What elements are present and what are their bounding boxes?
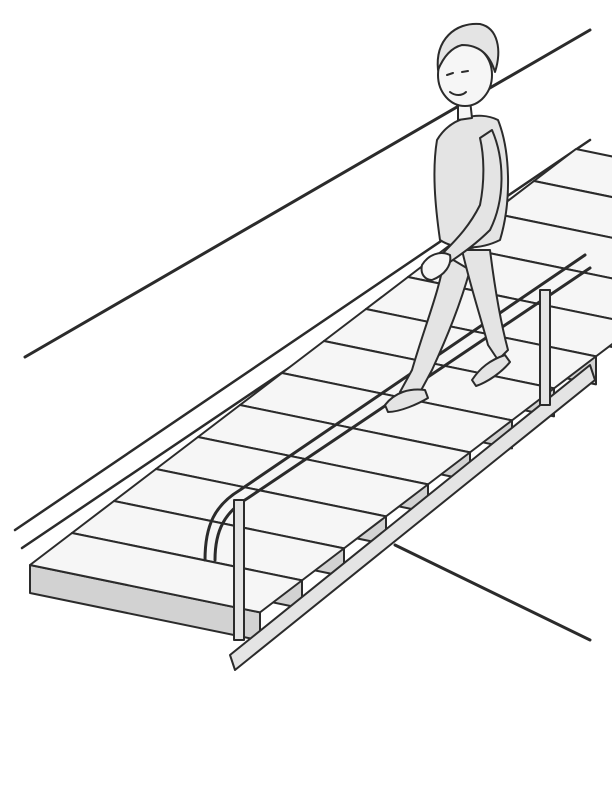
stair-tread <box>533 148 612 199</box>
stair-front-stringer <box>229 364 596 671</box>
handrail-icon <box>203 253 592 641</box>
wall-lines <box>23 28 592 642</box>
stair-tread <box>491 180 612 239</box>
staircase-icon <box>29 148 612 642</box>
person-icon <box>384 22 511 413</box>
